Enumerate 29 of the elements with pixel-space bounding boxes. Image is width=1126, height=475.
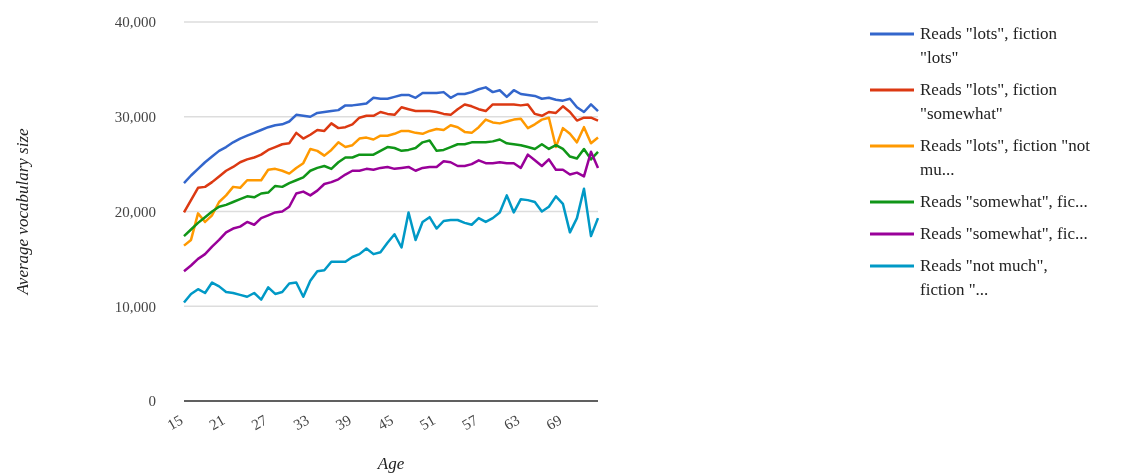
x-tick-label: 33 bbox=[290, 411, 312, 434]
legend-label: Reads "somewhat", fic... bbox=[920, 223, 1089, 245]
x-tick-label: 57 bbox=[459, 411, 481, 434]
line-series bbox=[182, 138, 600, 238]
line-series bbox=[182, 103, 600, 214]
line-series bbox=[182, 150, 600, 273]
legend-label: Reads "lots", fiction "somewhat" bbox=[920, 79, 1059, 125]
x-tick-label: 63 bbox=[501, 411, 523, 434]
x-tick-label: 51 bbox=[417, 411, 439, 434]
x-axis-title: Age bbox=[376, 454, 405, 473]
y-axis-title: Average vocabulary size bbox=[13, 127, 33, 296]
x-tick-label: 15 bbox=[164, 411, 186, 434]
legend-label: Reads "lots", fiction "not mu... bbox=[920, 135, 1092, 181]
line-series bbox=[182, 116, 600, 247]
line-series bbox=[182, 187, 600, 304]
line-series bbox=[182, 86, 600, 185]
x-tick-label: 21 bbox=[206, 411, 228, 434]
x-tick-label: 39 bbox=[332, 411, 354, 434]
y-tick-label: 30,000 bbox=[114, 109, 156, 126]
legend-label: Reads "not much", fiction "... bbox=[920, 255, 1049, 301]
y-tick-label: 10,000 bbox=[114, 298, 156, 315]
y-tick-label: 20,000 bbox=[114, 203, 156, 220]
legend-label: Reads "lots", fiction "lots" bbox=[920, 23, 1059, 69]
y-tick-label: 40,000 bbox=[114, 14, 156, 31]
y-tick-label: 0 bbox=[148, 393, 156, 410]
x-tick-label: 45 bbox=[375, 411, 397, 434]
x-tick-label: 69 bbox=[543, 411, 565, 434]
legend-label: Reads "somewhat", fic... bbox=[920, 191, 1089, 213]
x-tick-label: 27 bbox=[248, 411, 271, 434]
